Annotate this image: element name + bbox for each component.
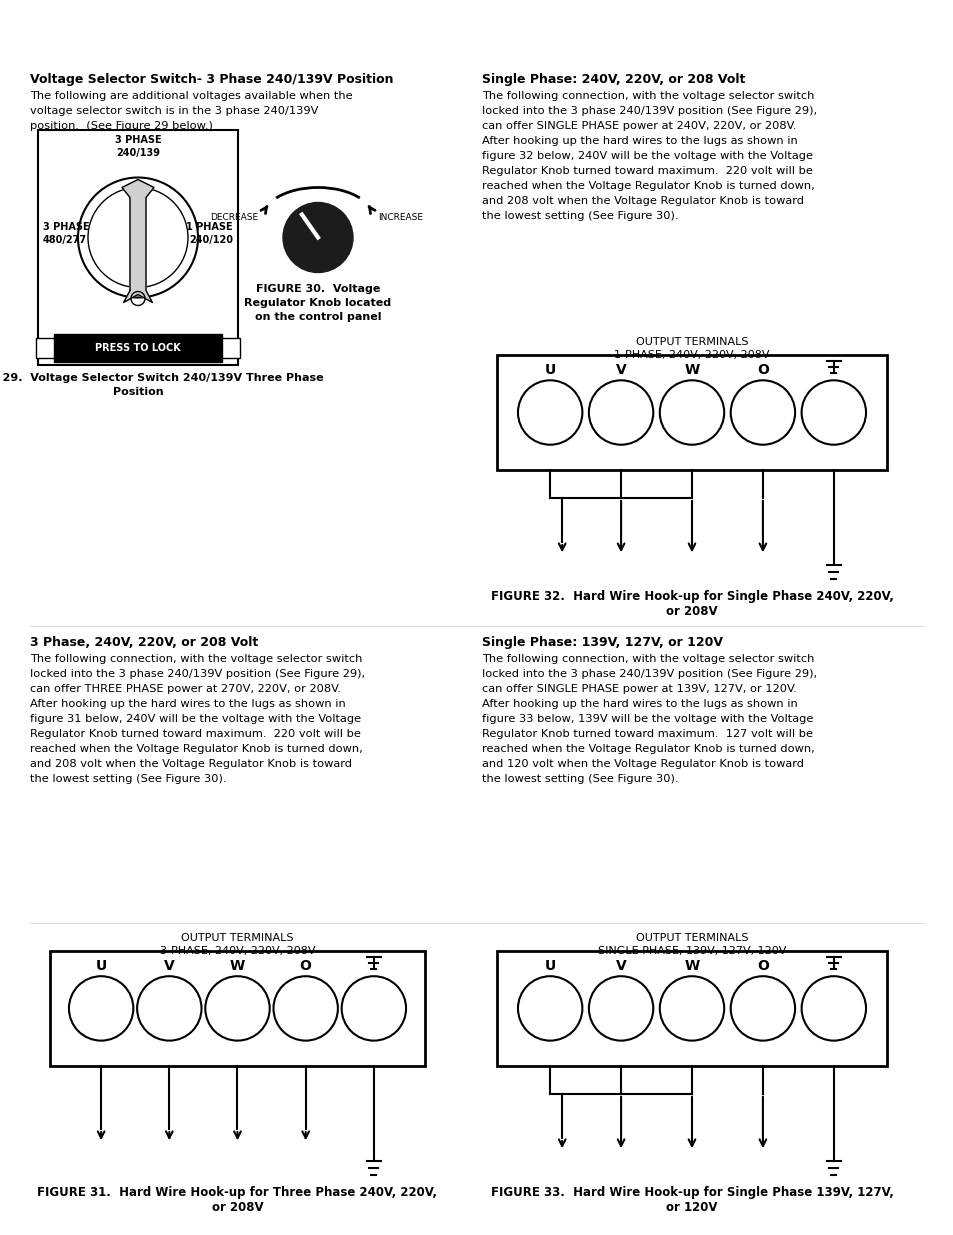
Text: Single Phase: 139V, 127V, or 120V: Single Phase: 139V, 127V, or 120V bbox=[481, 636, 722, 650]
Text: W: W bbox=[230, 958, 245, 973]
Text: 1 PHASE: 1 PHASE bbox=[186, 222, 233, 232]
Text: and 208 volt when the Voltage Regulator Knob is toward: and 208 volt when the Voltage Regulator … bbox=[30, 760, 352, 769]
Text: 1-PHASE, 240V, 220V, 208V: 1-PHASE, 240V, 220V, 208V bbox=[614, 350, 769, 359]
Text: can offer SINGLE PHASE power at 240V, 220V, or 208V.: can offer SINGLE PHASE power at 240V, 22… bbox=[481, 121, 796, 131]
Text: reached when the Voltage Regulator Knob is turned down,: reached when the Voltage Regulator Knob … bbox=[481, 743, 814, 755]
Circle shape bbox=[274, 976, 337, 1041]
Text: DECREASE: DECREASE bbox=[210, 212, 257, 222]
Text: 3 Phase, 240V, 220V, or 208 Volt: 3 Phase, 240V, 220V, or 208 Volt bbox=[30, 636, 258, 650]
Text: 3-PHASE, 240V, 220V, 208V: 3-PHASE, 240V, 220V, 208V bbox=[159, 946, 314, 956]
Text: W: W bbox=[683, 958, 699, 973]
Text: DCA-85SSJU — OUTPUT TERMINAL PANEL OVERVIEW: DCA-85SSJU — OUTPUT TERMINAL PANEL OVERV… bbox=[202, 19, 751, 37]
Text: locked into the 3 phase 240/139V position (See Figure 29),: locked into the 3 phase 240/139V positio… bbox=[481, 669, 817, 679]
Text: U: U bbox=[95, 958, 107, 973]
Bar bbox=[50, 951, 424, 1066]
Text: voltage selector switch is in the 3 phase 240/139V: voltage selector switch is in the 3 phas… bbox=[30, 106, 318, 116]
Text: V: V bbox=[615, 363, 626, 377]
Text: the lowest setting (See Figure 30).: the lowest setting (See Figure 30). bbox=[30, 774, 226, 784]
Text: After hooking up the hard wires to the lugs as shown in: After hooking up the hard wires to the l… bbox=[30, 699, 345, 709]
Text: 480/277: 480/277 bbox=[43, 236, 87, 246]
Circle shape bbox=[517, 976, 581, 1041]
Circle shape bbox=[801, 380, 865, 445]
Text: V: V bbox=[615, 958, 626, 973]
Circle shape bbox=[659, 380, 723, 445]
Circle shape bbox=[137, 976, 201, 1041]
Text: Single Phase: 240V, 220V, or 208 Volt: Single Phase: 240V, 220V, or 208 Volt bbox=[481, 73, 744, 86]
Bar bbox=[497, 951, 886, 1066]
Text: PAGE 38 — DCA-85SSJU — PARTS AND OPERATION MANUAL — REV. #2  (12/21/01): PAGE 38 — DCA-85SSJU — PARTS AND OPERATI… bbox=[208, 1209, 745, 1223]
Text: or 208V: or 208V bbox=[665, 605, 717, 618]
Text: After hooking up the hard wires to the lugs as shown in: After hooking up the hard wires to the l… bbox=[481, 699, 797, 709]
Text: O: O bbox=[299, 958, 312, 973]
Text: Regulator Knob turned toward maximum.  127 volt will be: Regulator Knob turned toward maximum. 12… bbox=[481, 729, 812, 739]
Text: Position: Position bbox=[112, 387, 163, 396]
Circle shape bbox=[69, 976, 133, 1041]
Circle shape bbox=[659, 976, 723, 1041]
Text: figure 33 below, 139V will be the voltage with the Voltage: figure 33 below, 139V will be the voltag… bbox=[481, 714, 813, 724]
Circle shape bbox=[205, 976, 270, 1041]
Circle shape bbox=[341, 976, 406, 1041]
Circle shape bbox=[517, 380, 581, 445]
Text: 240/120: 240/120 bbox=[189, 236, 233, 246]
Circle shape bbox=[801, 976, 865, 1041]
Text: and 120 volt when the Voltage Regulator Knob is toward: and 120 volt when the Voltage Regulator … bbox=[481, 760, 803, 769]
Text: figure 31 below, 240V will be the voltage with the Voltage: figure 31 below, 240V will be the voltag… bbox=[30, 714, 361, 724]
Circle shape bbox=[730, 380, 794, 445]
Bar bbox=[497, 354, 886, 471]
Text: Voltage Selector Switch- 3 Phase 240/139V Position: Voltage Selector Switch- 3 Phase 240/139… bbox=[30, 73, 393, 86]
Text: locked into the 3 phase 240/139V position (See Figure 29),: locked into the 3 phase 240/139V positio… bbox=[30, 669, 365, 679]
Bar bbox=[36, 338, 54, 358]
Text: and 208 volt when the Voltage Regulator Knob is toward: and 208 volt when the Voltage Regulator … bbox=[481, 196, 803, 206]
Text: FIGURE 32.  Hard Wire Hook-up for Single Phase 240V, 220V,: FIGURE 32. Hard Wire Hook-up for Single … bbox=[490, 590, 893, 603]
Text: the lowest setting (See Figure 30).: the lowest setting (See Figure 30). bbox=[481, 211, 678, 221]
Text: Regulator Knob located: Regulator Knob located bbox=[244, 299, 391, 309]
Text: FIGURE 33.  Hard Wire Hook-up for Single Phase 139V, 127V,: FIGURE 33. Hard Wire Hook-up for Single … bbox=[490, 1186, 893, 1199]
Text: 3 PHASE: 3 PHASE bbox=[114, 135, 161, 144]
Text: 3 PHASE: 3 PHASE bbox=[43, 222, 90, 232]
Bar bbox=[222, 338, 240, 358]
Text: SINGLE PHASE, 139V, 127V, 120V: SINGLE PHASE, 139V, 127V, 120V bbox=[598, 946, 785, 956]
Text: locked into the 3 phase 240/139V position (See Figure 29),: locked into the 3 phase 240/139V positio… bbox=[481, 106, 817, 116]
Text: or 208V: or 208V bbox=[212, 1200, 263, 1214]
Text: After hooking up the hard wires to the lugs as shown in: After hooking up the hard wires to the l… bbox=[481, 136, 797, 146]
Text: FIGURE 30.  Voltage: FIGURE 30. Voltage bbox=[255, 284, 380, 294]
Text: figure 32 below, 240V will be the voltage with the Voltage: figure 32 below, 240V will be the voltag… bbox=[481, 151, 812, 161]
Text: The following connection, with the voltage selector switch: The following connection, with the volta… bbox=[481, 655, 814, 664]
Circle shape bbox=[588, 380, 653, 445]
Polygon shape bbox=[122, 179, 153, 303]
Circle shape bbox=[588, 976, 653, 1041]
Text: position.  (See Figure 29 below.): position. (See Figure 29 below.) bbox=[30, 121, 213, 131]
Circle shape bbox=[730, 976, 794, 1041]
Text: FIGURE 31.  Hard Wire Hook-up for Three Phase 240V, 220V,: FIGURE 31. Hard Wire Hook-up for Three P… bbox=[37, 1186, 437, 1199]
Text: Regulator Knob turned toward maximum.  220 volt will be: Regulator Knob turned toward maximum. 22… bbox=[481, 165, 812, 177]
Text: The following connection, with the voltage selector switch: The following connection, with the volta… bbox=[481, 91, 814, 101]
Text: can offer SINGLE PHASE power at 139V, 127V, or 120V.: can offer SINGLE PHASE power at 139V, 12… bbox=[481, 684, 796, 694]
Text: Regulator Knob turned toward maximum.  220 volt will be: Regulator Knob turned toward maximum. 22… bbox=[30, 729, 360, 739]
Text: U: U bbox=[544, 958, 556, 973]
Bar bbox=[54, 333, 222, 362]
Text: U: U bbox=[544, 363, 556, 377]
Text: reached when the Voltage Regulator Knob is turned down,: reached when the Voltage Regulator Knob … bbox=[481, 182, 814, 191]
Bar bbox=[38, 130, 237, 366]
Text: OUTPUT TERMINALS: OUTPUT TERMINALS bbox=[181, 932, 294, 942]
Text: O: O bbox=[756, 958, 768, 973]
Text: OUTPUT TERMINALS: OUTPUT TERMINALS bbox=[635, 337, 747, 347]
Text: The following are additional voltages available when the: The following are additional voltages av… bbox=[30, 91, 353, 101]
Text: OUTPUT TERMINALS: OUTPUT TERMINALS bbox=[635, 932, 747, 942]
Circle shape bbox=[283, 203, 353, 273]
Text: can offer THREE PHASE power at 270V, 220V, or 208V.: can offer THREE PHASE power at 270V, 220… bbox=[30, 684, 340, 694]
Text: V: V bbox=[164, 958, 174, 973]
Text: the lowest setting (See Figure 30).: the lowest setting (See Figure 30). bbox=[481, 774, 678, 784]
Text: FIGURE 29.  Voltage Selector Switch 240/139V Three Phase: FIGURE 29. Voltage Selector Switch 240/1… bbox=[0, 373, 323, 383]
Text: INCREASE: INCREASE bbox=[377, 212, 422, 222]
Text: or 120V: or 120V bbox=[665, 1200, 717, 1214]
Text: The following connection, with the voltage selector switch: The following connection, with the volta… bbox=[30, 655, 362, 664]
Text: reached when the Voltage Regulator Knob is turned down,: reached when the Voltage Regulator Knob … bbox=[30, 743, 362, 755]
Text: W: W bbox=[683, 363, 699, 377]
Text: on the control panel: on the control panel bbox=[254, 312, 381, 322]
Text: O: O bbox=[756, 363, 768, 377]
Text: PRESS TO LOCK: PRESS TO LOCK bbox=[95, 343, 181, 353]
Text: 240/139: 240/139 bbox=[116, 148, 160, 158]
